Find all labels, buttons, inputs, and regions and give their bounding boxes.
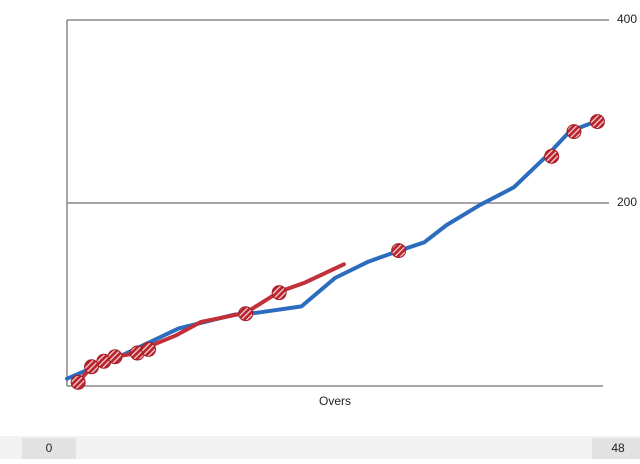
wicket-marker <box>566 124 582 140</box>
wicket-marker <box>391 243 407 259</box>
wicket-marker <box>271 285 287 301</box>
wicket-marker <box>107 349 123 365</box>
slider-start-box[interactable] <box>22 438 76 459</box>
range-slider[interactable] <box>0 436 640 459</box>
y-tick-label: 400 <box>617 12 637 26</box>
slider-start: 0 <box>46 441 53 455</box>
y-tick-label: 200 <box>617 195 637 209</box>
slider-end-box[interactable] <box>592 438 640 459</box>
wicket-marker <box>84 359 100 375</box>
x-axis-label: Overs <box>319 394 351 408</box>
slider-end: 48 <box>611 441 625 455</box>
wicket-marker <box>589 114 605 130</box>
run-line <box>76 262 346 385</box>
wicket-marker <box>238 306 254 322</box>
wicket-marker <box>141 341 157 357</box>
wicket-marker <box>544 148 560 164</box>
wicket-marker <box>70 374 86 390</box>
run-line <box>65 118 600 381</box>
